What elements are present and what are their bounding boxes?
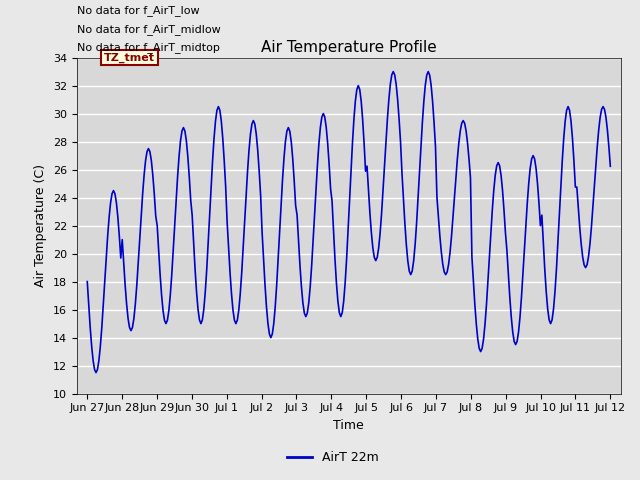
- Text: No data for f_AirT_low: No data for f_AirT_low: [77, 5, 200, 16]
- Y-axis label: Air Temperature (C): Air Temperature (C): [35, 164, 47, 287]
- Text: TZ_tmet: TZ_tmet: [104, 52, 155, 63]
- X-axis label: Time: Time: [333, 419, 364, 432]
- Legend: AirT 22m: AirT 22m: [282, 446, 383, 469]
- Text: No data for f_AirT_midtop: No data for f_AirT_midtop: [77, 42, 220, 53]
- Title: Air Temperature Profile: Air Temperature Profile: [261, 40, 436, 55]
- Text: No data for f_AirT_midlow: No data for f_AirT_midlow: [77, 24, 221, 35]
